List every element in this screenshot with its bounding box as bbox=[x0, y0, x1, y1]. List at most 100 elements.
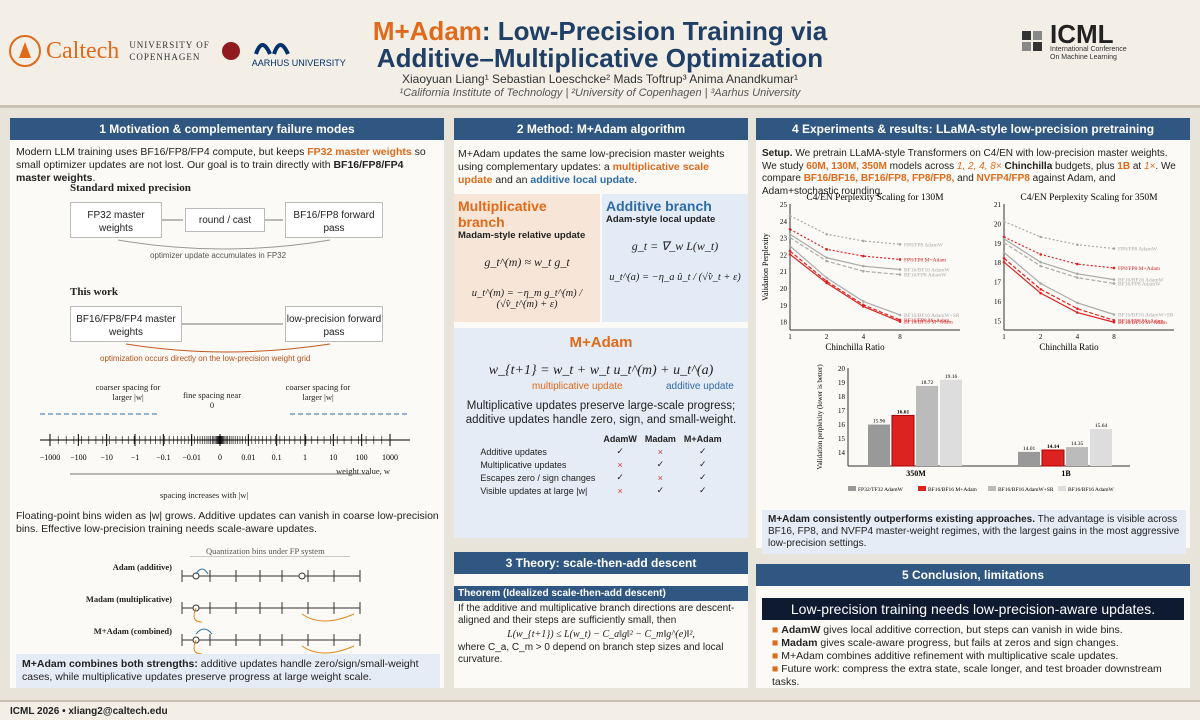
eq-mult-update: u_t^(m) = −η_m g_t^(m) / (√v̂_t^(m) + ε) bbox=[471, 288, 583, 310]
mult-branch-sub: Madam-style relative update bbox=[458, 230, 586, 241]
this-label: This work bbox=[70, 286, 118, 298]
tick-label: 0.01 bbox=[241, 453, 255, 462]
flow-arrows bbox=[117, 219, 331, 353]
s1-hl-b: additive updates handle zero/sign/small-… bbox=[22, 658, 419, 683]
fp-number-line: −1000 −100 −10 −1 −0.1 −0.01 0 0.01 0.1 1 10 100 100… bbox=[40, 413, 410, 475]
table-header-cell bbox=[476, 433, 599, 445]
series-line bbox=[789, 237, 901, 276]
c2b: gives scale-aware progress, but fails at… bbox=[817, 637, 1119, 649]
bar-value-label: 16.61 bbox=[897, 409, 910, 415]
bar bbox=[1018, 451, 1040, 466]
data-point bbox=[862, 239, 865, 243]
title-line2: Additive–Multiplicative Optimization bbox=[376, 43, 824, 73]
series-line bbox=[1003, 236, 1115, 269]
footer: ICML 2026 • xliang2@caltech.edu bbox=[0, 700, 1200, 720]
x-tick-label: 4 bbox=[862, 333, 866, 341]
weight-dot bbox=[298, 572, 306, 580]
y-tick-label: 18 bbox=[838, 393, 846, 401]
icml-sub1: International Conference bbox=[1050, 46, 1127, 53]
table-cell: ✓ bbox=[699, 472, 707, 482]
fp32-box: FP32 master weights bbox=[70, 202, 162, 238]
conclusion-item: ■ M+Adam combines additive refinement wi… bbox=[772, 650, 1119, 662]
s2-p1c: and an bbox=[492, 174, 531, 186]
data-point bbox=[862, 305, 865, 308]
x-tick-label: 2 bbox=[1039, 333, 1043, 341]
data-point bbox=[1112, 266, 1116, 270]
x-tick-label: 1 bbox=[1002, 333, 1006, 341]
theorem-note: where C_a, C_m > 0 depend on branch step… bbox=[458, 642, 724, 665]
table-cell: Escapes zero / sign changes bbox=[480, 472, 596, 483]
section-5: 5 Conclusion, limitations Low-precision … bbox=[756, 564, 1190, 688]
s4-pa: Setup. bbox=[762, 148, 793, 159]
data-point bbox=[1002, 251, 1006, 254]
aarhus-logo: AARHUS UNIVERSITY bbox=[252, 34, 346, 68]
table-header-cell: M+Adam bbox=[683, 434, 722, 444]
data-point bbox=[1112, 313, 1116, 316]
conclusion-banner: Low-precision training needs low-precisi… bbox=[762, 598, 1184, 620]
data-point bbox=[1002, 235, 1006, 239]
data-point bbox=[1112, 319, 1116, 322]
tick-label: 100 bbox=[356, 453, 368, 462]
y-tick-label: 24 bbox=[780, 218, 788, 226]
series-label: BF16/FP8 AdamW bbox=[904, 273, 947, 279]
mpadam-box: M+Adam w_{t+1} = w_t + w_t u_t^(m) + u_t… bbox=[454, 328, 748, 538]
title-accent: M+Adam bbox=[372, 16, 482, 46]
eq-mult-grad: g_t^(m) ≈ w_t g_t bbox=[484, 255, 570, 269]
bar bbox=[916, 385, 938, 466]
caltech-text: Caltech bbox=[46, 37, 120, 64]
data-point bbox=[898, 273, 902, 276]
s2-p1b: multiplicative scale update bbox=[458, 161, 709, 186]
x-tick-label: 8 bbox=[1112, 333, 1116, 341]
table-row: Multiplicative updates × ✓ ✓ bbox=[476, 458, 725, 471]
data-point bbox=[862, 300, 865, 303]
y-tick-label: 17 bbox=[838, 407, 846, 415]
data-point bbox=[862, 264, 865, 268]
ucph-line2: COPENHAGEN bbox=[129, 52, 201, 62]
series-line bbox=[789, 228, 901, 261]
data-point bbox=[1112, 282, 1116, 285]
y-tick-label: 15 bbox=[838, 435, 846, 443]
ucph-logo: UNIVERSITY OF COPENHAGEN bbox=[129, 39, 209, 63]
section-4-title: 4 Experiments & results: LLaMA-style low… bbox=[756, 118, 1190, 140]
section-2-title: 2 Method: M+Adam algorithm bbox=[454, 118, 748, 140]
s4-ph: 1B bbox=[1117, 160, 1131, 172]
series-label: BF16/BF16 AdamW bbox=[904, 268, 950, 274]
update-arc bbox=[301, 613, 355, 622]
series-line bbox=[1003, 261, 1115, 323]
series-label: BF16/BF16 M+Adam bbox=[904, 320, 954, 326]
s4-pj: 1× bbox=[1144, 160, 1156, 172]
data-point bbox=[1039, 253, 1042, 256]
legend-swatch bbox=[988, 486, 996, 491]
y-tick-label: 21 bbox=[780, 268, 788, 276]
conclusion-item: ■ AdamW gives local additive correction,… bbox=[772, 624, 1123, 636]
data-point bbox=[898, 243, 902, 246]
data-point bbox=[898, 313, 902, 317]
mult-update-label: multiplicative update bbox=[532, 381, 623, 392]
c2a: Madam bbox=[781, 637, 818, 649]
std-label: Standard mixed precision bbox=[70, 182, 191, 194]
tick-label: −0.1 bbox=[156, 453, 171, 462]
tick-label: 10 bbox=[329, 453, 337, 462]
data-point bbox=[1002, 220, 1006, 223]
y-tick-label: 18 bbox=[780, 319, 788, 327]
icml-text: ICML bbox=[1050, 19, 1114, 49]
x-tick-label: 4 bbox=[1076, 333, 1080, 341]
s4-pk: . We compare bbox=[762, 160, 1176, 185]
s2-intro: M+Adam updates the same low-precision ma… bbox=[454, 140, 748, 187]
s4-pc: 60M, 130M, 350M bbox=[806, 160, 887, 172]
table-row: Additive updates ✓ × ✓ bbox=[476, 445, 725, 458]
data-point bbox=[788, 227, 792, 231]
data-point bbox=[788, 244, 792, 248]
comparison-table: AdamW Madam M+Adam Additive updates ✓ × ✓ Multi… bbox=[476, 433, 725, 497]
y-axis-label: Validation Perplexity bbox=[761, 233, 770, 301]
table-cell: × bbox=[657, 472, 664, 483]
series-line bbox=[789, 233, 901, 271]
chart-bars: 14 15 16 17 18 19 20 Validation perplexity (low… bbox=[816, 364, 1130, 493]
series-label: FP8/FP8 M+Adam bbox=[1118, 266, 1161, 272]
conclusion-item: ■ Madam gives scale-aware progress, but … bbox=[772, 637, 1119, 649]
icml-logo: ICML International Conference On Machine L… bbox=[1022, 19, 1127, 62]
poster-title: M+Adam: Low-Precision Training via Additi… bbox=[330, 18, 870, 72]
c1a: AdamW bbox=[781, 624, 821, 636]
series-line bbox=[1003, 242, 1115, 285]
conclusion-list: ■ AdamW gives local additive correction,… bbox=[756, 620, 1190, 693]
